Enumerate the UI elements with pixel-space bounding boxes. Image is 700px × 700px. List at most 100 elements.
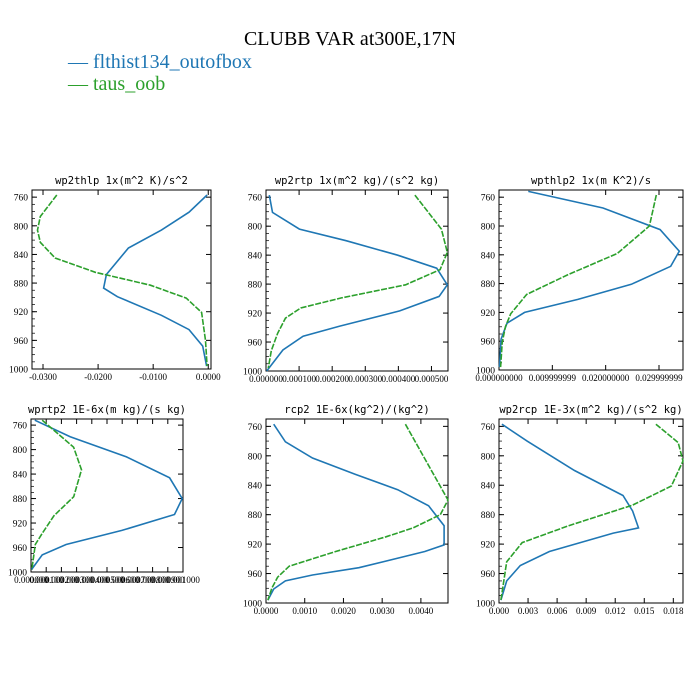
x-tick-label: 0.000700 [121,575,155,585]
x-tick-label: 0.009 [576,606,597,616]
y-tick-label: 760 [248,194,263,204]
y-tick-label: 1000 [9,366,28,376]
y-tick-label: 880 [248,281,263,291]
panel-title: rcp2 1E-6x(kg^2)/(kg^2) [284,404,429,416]
plot-frame [498,189,684,371]
legend-item-flthist134-outofbox: — flthist134_outofbox [68,51,252,73]
y-tick-label: 800 [13,446,28,456]
x-tick-label: 0.018 [663,606,684,616]
x-tick-label: 0.000000 [14,575,48,585]
series-line-flthist134_outofbox [266,194,449,372]
x-tick-label: 0.0000 [254,606,279,616]
y-tick-label: 920 [248,310,263,320]
y-tick-label: 880 [248,511,263,521]
y-tick-label: 960 [13,544,28,554]
y-tick-label: 880 [14,280,29,290]
series-line-taus_oob [267,423,449,601]
y-tick-label: 840 [481,482,496,492]
y-tick-label: 800 [248,452,263,462]
y-tick-label: 840 [14,251,29,261]
legend-label: flthist134_outofbox [93,51,252,73]
x-tick-label: 0.006 [547,606,568,616]
y-tick-label: 880 [481,280,496,290]
x-tick-label: 0.000800 [136,575,170,585]
panel-6: wp2rcp 1E-3x(m^2 kg)/(s^2 kg)760 800 840 88… [476,404,684,616]
legend-line-marker: — [68,51,93,73]
y-tick-label: 800 [481,452,496,462]
y-tick-label: 880 [13,495,28,505]
x-tick-label: 0.0000 [196,372,221,382]
legend-item-taus-oob: — taus_oob [68,73,165,95]
x-tick-label: 0.000000000 [475,373,523,383]
y-tick-label: 840 [13,471,28,481]
y-tick-label: 1000 [243,368,262,378]
x-tick-label: 0.000200 [45,575,79,585]
x-tick-label: 0.000600 [105,575,139,585]
x-tick-label: 0.012 [605,606,625,616]
x-tick-label: 0.000900 [151,575,185,585]
y-tick-label: 760 [481,194,496,204]
legend-line-marker: — [68,73,93,95]
series-line-taus_oob [31,419,83,570]
y-tick-label: 960 [481,338,496,348]
x-tick-label: -0.0100 [139,372,167,382]
y-tick-label: 960 [248,339,263,349]
panel-4: wprtp2 1E-6x(m kg)/(s kg)760 800 840 880 920… [8,404,200,585]
x-tick-label: 0.015 [634,606,655,616]
y-tick-label: 920 [13,520,28,530]
y-tick-label: 840 [248,252,263,262]
y-tick-label: 1000 [476,367,495,377]
x-tick-label: 0.020000000 [582,373,630,383]
panel-3: wpthlp2 1x(m K^2)/s 760 800 840 880 920 960 100… [475,175,684,383]
series-line-taus_oob [499,194,658,368]
y-tick-label: 800 [248,223,263,233]
y-tick-label: 800 [481,223,496,233]
y-tick-label: 960 [14,337,29,347]
y-tick-label: 960 [481,570,496,580]
y-tick-label: 880 [481,511,496,521]
panel-1: wp2thlp 1x(m^2 K)/s^2 760 800 840 880 920 960 1… [9,175,221,382]
panel-title: wp2rtp 1x(m^2 kg)/(s^2 kg) [275,175,439,187]
series-line-flthist134_outofbox [102,194,208,367]
y-tick-label: 1000 [8,569,27,579]
legend-label: taus_oob [93,73,166,95]
panel-2: wp2rtp 1x(m^2 kg)/(s^2 kg) 760 800 840 880 92… [243,175,449,384]
panel-title: wprtp2 1E-6x(m kg)/(s kg) [28,404,186,416]
x-tick-label: 0.000400 [75,575,109,585]
x-tick-label: 0.000 [489,606,510,616]
panel-title: wpthlp2 1x(m K^2)/s [531,175,651,187]
x-tick-label: 0.0030 [370,606,395,616]
y-tick-label: 800 [14,222,29,232]
series-line-flthist134_outofbox [498,190,681,368]
y-tick-label: 1000 [476,600,495,610]
x-tick-label: 0.000000 [249,374,283,384]
x-tick-label: 0.000500 [90,575,124,585]
y-tick-label: 920 [481,309,496,319]
x-tick-label: -0.0200 [84,372,112,382]
x-tick-label: 0.000100 [282,374,316,384]
series-line-flthist134_outofbox [267,423,445,601]
x-tick-label: 0.029999999 [635,373,683,383]
x-tick-label: 0.000200 [315,374,349,384]
y-tick-label: 840 [248,482,263,492]
series-line-taus_oob [500,423,684,601]
chart-title: CLUBB VAR at300E,17N [243,28,457,50]
y-tick-label: 920 [481,541,496,551]
panel-title: wp2thlp 1x(m^2 K)/s^2 [55,175,188,187]
x-tick-label: 0.000500 [415,374,449,384]
y-tick-label: 920 [14,308,29,318]
plot-frame [498,418,684,604]
x-tick-label: 0.0010 [292,606,317,616]
plot-frame [31,189,212,370]
x-tick-label: 0.009999999 [529,373,577,383]
series-line-taus_oob [267,194,449,369]
x-tick-label: 0.001000 [166,575,200,585]
panel-title: wp2rcp 1E-3x(m^2 kg)/(s^2 kg) [499,404,682,416]
y-tick-label: 760 [481,423,496,433]
y-tick-label: 760 [248,423,263,433]
series-line-flthist134_outofbox [500,423,640,601]
x-tick-label: 0.0040 [409,606,434,616]
plot-frame [265,418,449,604]
y-tick-label: 960 [248,570,263,580]
